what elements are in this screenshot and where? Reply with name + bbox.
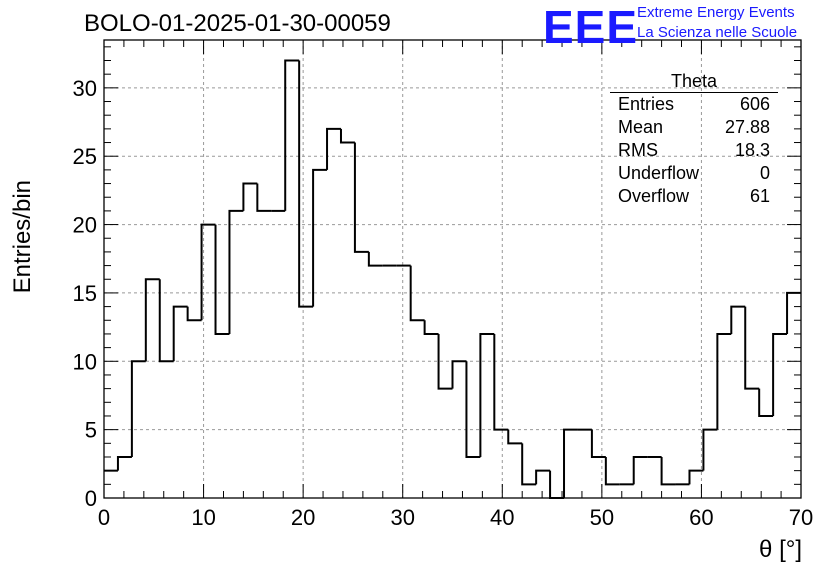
stats-box-title: Theta: [610, 70, 778, 93]
histogram-bin: [312, 168, 328, 307]
stats-value: 27.88: [724, 117, 770, 137]
statistics-box: Theta Entries 606 Mean 27.88 RMS 18.3 Un…: [610, 70, 778, 208]
eee-logo: EEE: [543, 1, 639, 53]
stats-value: 61: [749, 186, 770, 206]
stats-label: Underflow: [618, 163, 700, 183]
stats-row-mean: Mean 27.88: [610, 116, 778, 139]
axis-ticks: [103, 40, 802, 499]
histogram-bin: [353, 142, 369, 253]
histogram-bin: [507, 429, 523, 445]
y-tick-label: 5: [85, 418, 97, 443]
tick-labels: 0 10 20 30 40 50 60 70 0 5 10 15 20 25 30: [73, 76, 814, 530]
histogram-bin: [367, 251, 383, 267]
histogram-bin: [284, 59, 300, 211]
histogram-bin: [632, 455, 648, 485]
y-tick-label: 20: [73, 213, 97, 238]
histogram-bin: [158, 279, 174, 363]
stats-row-underflow: Underflow 0: [610, 162, 778, 185]
histogram-bin: [116, 455, 132, 471]
y-tick-label: 10: [73, 349, 97, 374]
histogram-bin: [702, 428, 718, 471]
histogram-bin: [786, 291, 801, 334]
chart-title: BOLO-01-2025-01-30-00059: [84, 10, 391, 37]
histogram-bin: [758, 388, 774, 417]
histogram-bin: [716, 332, 732, 430]
histogram-bin: [214, 224, 230, 335]
histogram-bin: [298, 60, 314, 308]
x-axis-label: θ [°]: [759, 536, 802, 563]
x-tick-label: 40: [490, 505, 514, 530]
x-tick-label: 70: [789, 505, 813, 530]
stats-value: 606: [739, 94, 770, 114]
histogram-bin: [604, 456, 620, 486]
stats-value: 18.3: [734, 140, 770, 160]
histogram-bin: [730, 305, 746, 334]
stats-value: 0: [759, 163, 770, 183]
stats-label: Overflow: [618, 186, 690, 206]
y-axis-label: Entries/bin: [9, 180, 36, 293]
stats-row-entries: Entries 606: [610, 93, 778, 116]
y-tick-label: 0: [85, 486, 97, 511]
stats-row-rms: RMS 18.3: [610, 139, 778, 162]
histogram-bin: [535, 469, 551, 485]
histogram-bin: [479, 332, 495, 457]
y-tick-label: 25: [73, 144, 97, 169]
histogram-bin: [590, 429, 606, 458]
histogram-bin: [744, 306, 760, 390]
x-tick-label: 50: [590, 505, 614, 530]
histogram-bin: [326, 127, 341, 170]
histogram-bin: [465, 361, 481, 458]
histogram-bin: [493, 333, 509, 431]
histogram-bin: [660, 456, 676, 486]
histogram-bin: [172, 305, 188, 362]
histogram-bin: [688, 469, 704, 485]
y-tick-label: 30: [73, 76, 97, 101]
stats-label: RMS: [618, 140, 658, 160]
histogram-bin: [563, 428, 578, 498]
x-tick-label: 60: [689, 505, 713, 530]
logo-text-line1: Extreme Energy Events: [637, 4, 795, 21]
histogram-bin: [451, 360, 467, 389]
x-tick-label: 0: [98, 505, 110, 530]
histogram-bin: [186, 306, 202, 322]
histogram-bin: [339, 128, 355, 144]
histogram-bin: [256, 183, 272, 212]
histogram-bin: [409, 265, 425, 322]
histogram-bin: [772, 332, 788, 416]
histogram-bin: [242, 182, 258, 211]
plot-frame: [103, 39, 802, 499]
histogram-bin: [521, 443, 537, 486]
histogram-bin: [130, 360, 146, 457]
stats-label: Entries: [618, 94, 675, 114]
x-tick-label: 20: [291, 505, 315, 530]
logo-text-line2: La Scienza nelle Scuole: [637, 24, 798, 41]
histogram-bin: [423, 320, 439, 335]
stats-row-overflow: Overflow 61: [610, 185, 778, 208]
histogram-bin: [437, 333, 453, 390]
stats-label: Mean: [618, 117, 664, 137]
histogram-bin: [228, 209, 244, 334]
histogram-bin: [144, 278, 160, 362]
y-tick-label: 15: [73, 281, 97, 306]
histogram-bin: [200, 223, 216, 321]
x-tick-label: 30: [390, 505, 414, 530]
x-tick-label: 10: [191, 505, 215, 530]
